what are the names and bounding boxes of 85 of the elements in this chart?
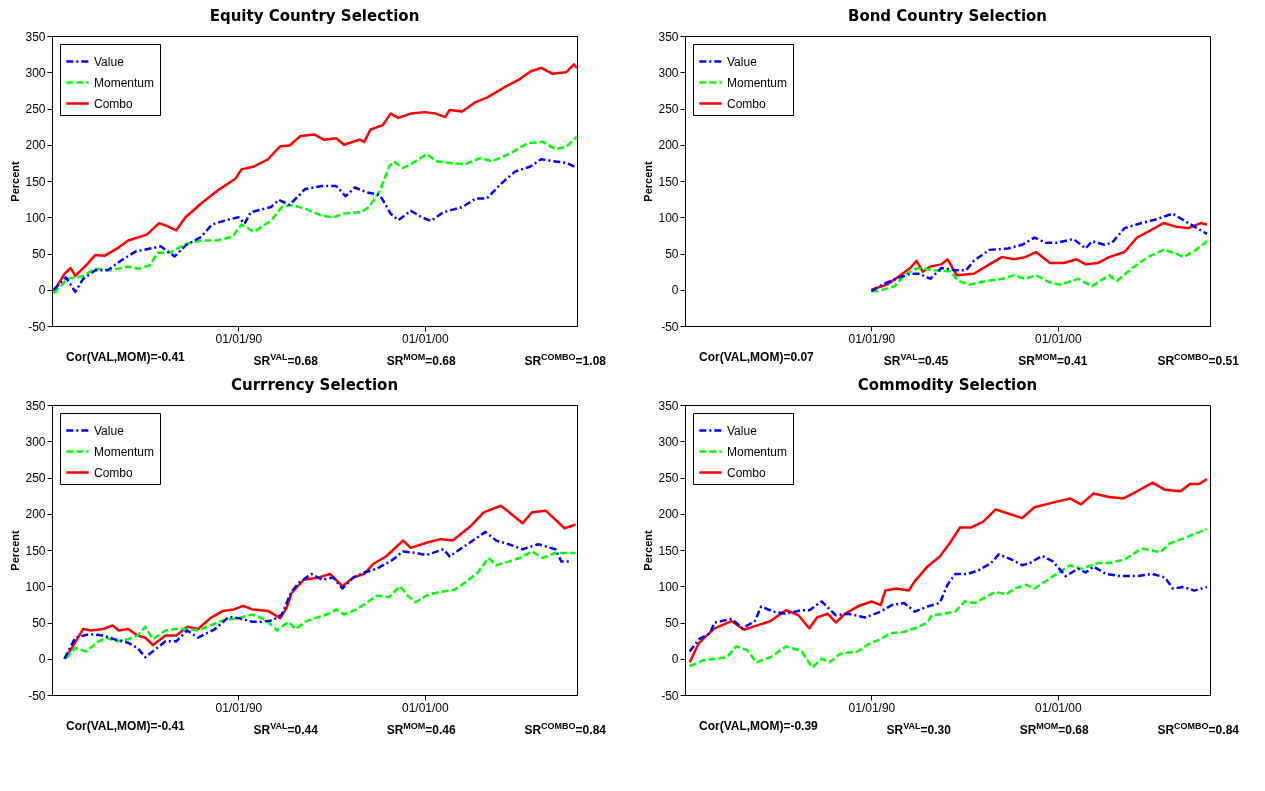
- y-tick-label: 200: [658, 138, 679, 153]
- line-series: [64, 550, 577, 660]
- y-tick-label: 150: [658, 543, 679, 558]
- y-axis-title: Percent: [642, 160, 655, 202]
- legend-label: Momentum: [94, 444, 155, 459]
- legend-label: Combo: [94, 96, 134, 111]
- y-tick-label: 350: [25, 29, 46, 44]
- y-tick-label: -50: [28, 688, 46, 703]
- text: SR$^{MOM}$=0.46: [386, 720, 456, 738]
- y-tick-label: 300: [658, 434, 679, 449]
- text: SR$^{COMBO}$=0.84: [1157, 720, 1239, 738]
- text: SR$^{MOM}$=0.41: [1018, 351, 1088, 369]
- chart-title: Currrency Selection: [230, 376, 399, 394]
- y-tick-label: 0: [38, 652, 46, 667]
- y-tick-label: 150: [658, 174, 679, 189]
- y-tick-label: 200: [25, 138, 46, 153]
- legend-label: Value: [727, 423, 758, 438]
- legend-label: Value: [727, 54, 758, 69]
- text: SR$^{MOM}$=0.68: [1019, 720, 1089, 738]
- y-tick-label: 0: [671, 652, 679, 667]
- y-tick-label: 250: [25, 471, 46, 485]
- legend-label: Value: [94, 54, 125, 69]
- y-tick-label: 250: [658, 471, 679, 485]
- y-tick-label: 150: [25, 174, 46, 189]
- y-tick-label: -50: [661, 688, 679, 703]
- legend-label: Value: [94, 423, 125, 438]
- text: SR$^{VAL}$=0.44: [253, 720, 318, 738]
- legend-label: Momentum: [727, 444, 788, 459]
- y-tick-label: 200: [658, 507, 679, 522]
- text: Cor(VAL,MOM)=-0.39: [699, 718, 818, 735]
- text: Cor(VAL,MOM)=-0.41: [66, 718, 185, 735]
- text: SR$^{COMBO}$=0.51: [1157, 351, 1239, 369]
- y-tick-label: 300: [25, 65, 46, 80]
- legend-label: Combo: [94, 465, 134, 480]
- text: SR$^{COMBO}$=0.84: [524, 720, 606, 738]
- line-series: [688, 553, 1209, 653]
- y-tick-label: -50: [28, 319, 46, 334]
- y-tick-label: 50: [32, 247, 46, 261]
- y-tick-label: 0: [38, 283, 46, 298]
- y-axis-title: Percent: [9, 160, 22, 202]
- chart-title: Equity Country Selection: [209, 7, 420, 25]
- x-tick-label: 01/01/90: [215, 331, 263, 346]
- x-tick-label: 01/01/00: [1034, 700, 1082, 715]
- line-series: [870, 239, 1209, 293]
- y-tick-label: 150: [25, 543, 46, 558]
- y-tick-label: 50: [665, 616, 679, 630]
- y-tick-label: 50: [32, 616, 46, 630]
- text: Cor(VAL,MOM)=-0.41: [66, 349, 185, 366]
- legend-label: Combo: [727, 465, 767, 480]
- x-tick-label: 01/01/90: [215, 700, 263, 715]
- text: SR$^{COMBO}$=1.08: [524, 351, 606, 369]
- y-tick-label: 100: [658, 579, 679, 594]
- line-series: [688, 477, 1209, 664]
- y-tick-label: 100: [25, 210, 46, 225]
- x-tick-label: 01/01/00: [1034, 331, 1082, 346]
- legend-label: Combo: [727, 96, 767, 111]
- legend-label: Momentum: [94, 75, 155, 90]
- y-tick-label: 250: [658, 102, 679, 116]
- y-tick-label: 350: [658, 29, 679, 44]
- text: SR$^{VAL}$=0.30: [886, 720, 951, 738]
- x-tick-label: 01/01/00: [401, 700, 449, 715]
- x-tick-label: 01/01/90: [848, 700, 896, 715]
- y-tick-label: 300: [25, 434, 46, 449]
- text: SR$^{VAL}$=0.45: [883, 351, 949, 369]
- y-tick-label: 0: [671, 283, 679, 298]
- chart-title: Bond Country Selection: [847, 7, 1048, 25]
- x-tick-label: 01/01/00: [401, 331, 449, 346]
- y-tick-label: 100: [658, 210, 679, 225]
- text: SR$^{MOM}$=0.68: [386, 351, 456, 369]
- text: SR$^{VAL}$=0.68: [253, 351, 318, 369]
- text: Cor(VAL,MOM)=0.07: [699, 349, 814, 366]
- y-tick-label: 50: [665, 247, 679, 261]
- chart-title: Commodity Selection: [857, 376, 1038, 394]
- line-series: [688, 527, 1209, 669]
- y-tick-label: 200: [25, 507, 46, 522]
- y-axis-title: Percent: [642, 529, 655, 571]
- y-tick-label: -50: [661, 319, 679, 334]
- y-tick-label: 350: [25, 398, 46, 413]
- y-tick-label: 350: [658, 398, 679, 413]
- y-tick-label: 300: [658, 65, 679, 80]
- y-axis-title: Percent: [9, 529, 22, 571]
- y-tick-label: 250: [25, 102, 46, 116]
- x-tick-label: 01/01/90: [848, 331, 896, 346]
- legend-label: Momentum: [727, 75, 788, 90]
- y-tick-label: 100: [25, 579, 46, 594]
